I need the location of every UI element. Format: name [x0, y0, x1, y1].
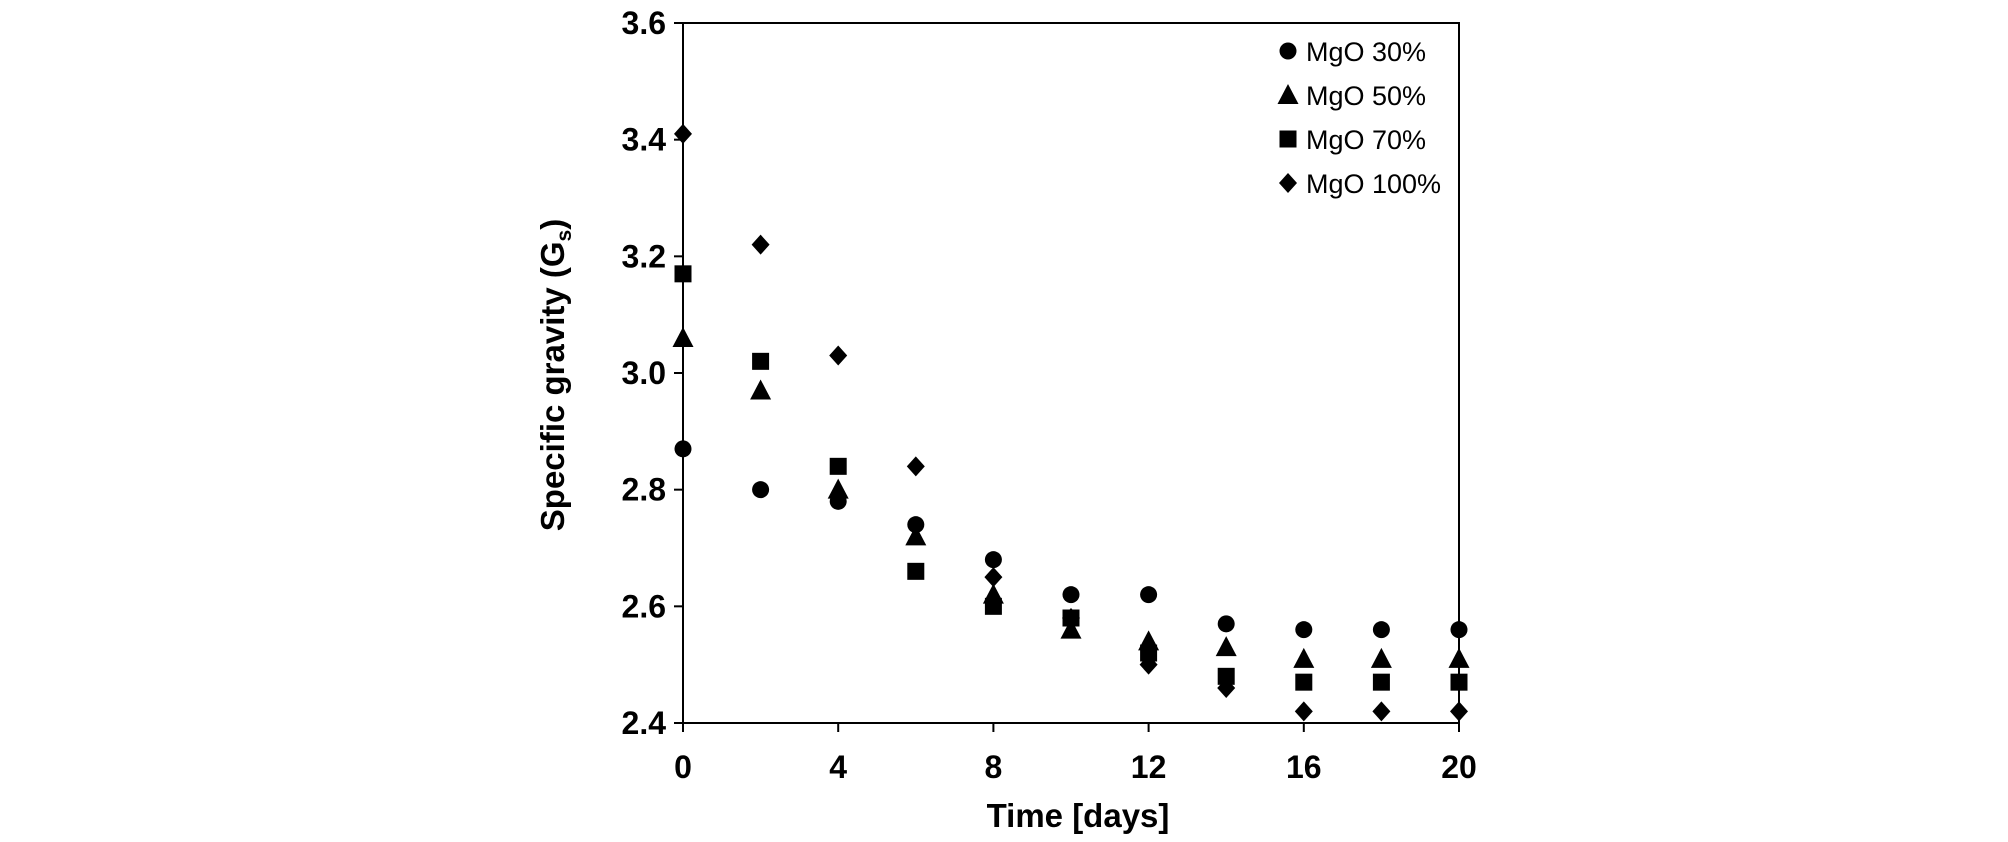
data-point-square	[1140, 644, 1158, 662]
data-point-triangle	[1215, 636, 1237, 657]
data-point-triangle	[905, 525, 927, 546]
data-point-square	[984, 597, 1002, 615]
data-point-diamond	[1217, 678, 1236, 698]
data-point-diamond	[1139, 654, 1158, 675]
legend-item: MgO 30%	[1279, 37, 1426, 67]
data-point-diamond	[829, 345, 848, 366]
data-point-circle	[907, 516, 925, 534]
data-point-square	[829, 457, 847, 475]
data-point-circle	[1140, 586, 1158, 604]
legend-marker-triangle	[1277, 84, 1299, 104]
x-tick-label: 20	[1441, 749, 1477, 785]
data-point-square	[1295, 673, 1313, 691]
y-tick-label: 3.6	[622, 5, 666, 41]
data-point-circle	[752, 481, 770, 499]
y-axis-title: Specific gravity (Gs)	[534, 219, 576, 531]
legend-label: MgO 30%	[1306, 37, 1426, 67]
data-point-circle	[1217, 615, 1235, 633]
x-tick-label: 16	[1286, 749, 1322, 785]
legend-item: MgO 70%	[1279, 125, 1426, 155]
data-point-triangle	[672, 327, 694, 347]
legend-marker-square	[1279, 130, 1297, 148]
data-point-square	[907, 562, 925, 580]
data-point-diamond	[751, 234, 770, 255]
y-axis-title-close: )	[534, 219, 571, 230]
y-tick-label: 3.2	[622, 238, 666, 274]
data-point-triangle	[1293, 647, 1315, 668]
data-point-circle	[984, 551, 1002, 569]
data-point-square	[1372, 673, 1390, 691]
data-point-circle	[1450, 621, 1468, 639]
data-point-square	[752, 352, 770, 370]
data-point-diamond	[906, 456, 925, 477]
data-point-circle	[1062, 586, 1080, 604]
data-point-triangle	[1370, 647, 1392, 668]
x-tick-label: 0	[674, 749, 692, 785]
legend-label: MgO 50%	[1306, 81, 1426, 111]
legend-marker-diamond	[1279, 173, 1297, 193]
data-point-triangle	[827, 478, 849, 499]
series-circle	[674, 440, 1468, 639]
legend-label: MgO 70%	[1306, 125, 1426, 155]
y-tick-label: 2.6	[622, 588, 666, 624]
x-axis: 0 4 8 12 16 20	[674, 723, 1477, 785]
data-point-diamond	[674, 123, 692, 144]
data-point-circle	[1295, 621, 1313, 639]
legend-marker-circle	[1279, 42, 1297, 60]
data-point-diamond	[1294, 701, 1313, 722]
y-tick-label: 3.0	[622, 355, 666, 391]
data-point-diamond	[1450, 701, 1468, 722]
data-point-triangle	[750, 379, 772, 400]
svg-text:Specific gravity (Gs): Specific gravity (Gs)	[534, 219, 576, 531]
series-square	[674, 265, 1468, 691]
y-axis-title-main: Specific gravity (G	[534, 241, 571, 531]
data-point-circle	[674, 440, 692, 458]
y-tick-label: 2.4	[622, 705, 667, 741]
data-point-diamond	[1062, 608, 1080, 628]
legend-item: MgO 100%	[1279, 169, 1441, 199]
x-tick-label: 8	[985, 749, 1003, 785]
data-point-square	[1217, 667, 1235, 685]
data-point-diamond	[984, 567, 1003, 588]
data-point-triangle	[1448, 647, 1470, 668]
legend-item: MgO 50%	[1277, 81, 1426, 111]
data-points	[672, 123, 1470, 722]
y-axis-title-subscript: s	[553, 230, 576, 242]
legend: MgO 30% MgO 50% MgO 70% MgO 100%	[1277, 37, 1441, 199]
data-point-diamond	[1372, 701, 1391, 722]
x-tick-label: 4	[829, 749, 847, 785]
data-point-triangle	[1060, 618, 1082, 639]
y-tick-label: 3.4	[622, 122, 667, 158]
data-point-square	[1450, 673, 1468, 691]
x-axis-title: Time [days]	[987, 797, 1170, 834]
data-point-circle	[1372, 621, 1390, 639]
y-tick-label: 2.8	[622, 472, 666, 508]
legend-label: MgO 100%	[1306, 169, 1441, 199]
x-tick-label: 12	[1131, 749, 1167, 785]
y-axis: 2.4 2.6 2.8 3.0 3.2 3.4 3.6	[622, 5, 683, 741]
data-point-square	[674, 265, 692, 283]
series-diamond	[674, 123, 1468, 722]
